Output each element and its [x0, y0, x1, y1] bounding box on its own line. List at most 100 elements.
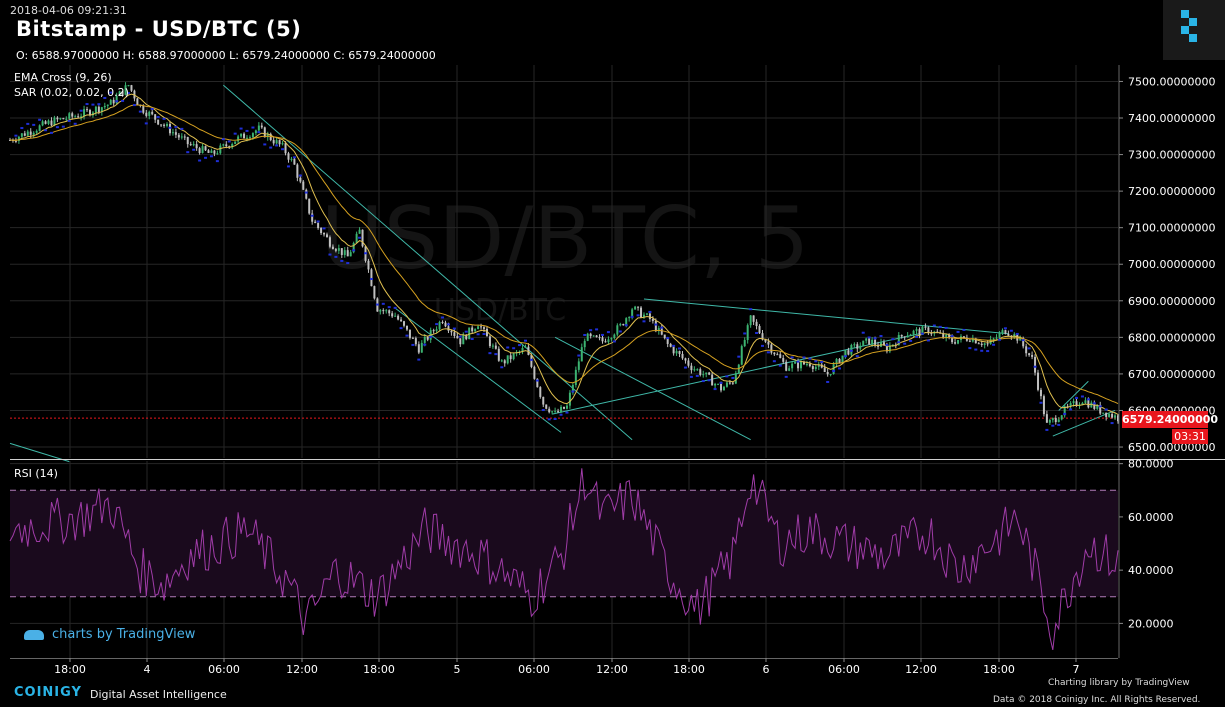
candle-body — [166, 124, 169, 126]
candle-body — [174, 132, 177, 135]
current-price-tag: 6579.24000000 — [1122, 411, 1219, 428]
candle-body — [1051, 418, 1054, 420]
sar-dot — [328, 253, 332, 256]
indicator-ema-cross[interactable]: EMA Cross (9, 26) — [14, 71, 112, 84]
candle-body — [414, 338, 417, 345]
rsi-tick-label: 80.0000 — [1128, 458, 1174, 471]
candle-body — [483, 327, 486, 329]
candle-body — [583, 340, 586, 348]
sar-dot — [749, 308, 753, 311]
candle-body — [314, 221, 317, 224]
candle-body — [945, 334, 948, 338]
candle-body — [340, 248, 343, 255]
candle-body — [521, 347, 524, 352]
candle-body — [696, 369, 699, 371]
candle-body — [302, 181, 305, 190]
sar-dot — [891, 338, 895, 341]
candle-body — [358, 229, 361, 234]
candle-body — [488, 336, 491, 347]
candle-body — [148, 111, 151, 116]
charting-library-credit[interactable]: Charting library by TradingView — [1048, 678, 1190, 688]
candle-body — [127, 85, 130, 87]
candle-body — [225, 144, 228, 147]
trend-line — [222, 84, 633, 441]
candle-body — [971, 338, 974, 342]
candle-body — [604, 341, 607, 343]
candle-body — [477, 326, 480, 330]
candle-body — [50, 120, 53, 126]
sar-dot — [464, 330, 468, 333]
sar-dot — [565, 411, 569, 414]
candle-body — [106, 104, 109, 106]
candle-body — [151, 111, 154, 115]
sar-dot — [298, 174, 302, 177]
candle-body — [977, 343, 980, 345]
sar-dot — [32, 123, 36, 126]
candle-body — [906, 335, 909, 338]
candle-body — [213, 150, 216, 154]
candle-body — [1066, 406, 1069, 408]
candle-body — [453, 332, 456, 336]
sar-dot — [577, 354, 581, 357]
candle-body — [447, 326, 450, 331]
candle-body — [817, 364, 820, 367]
candle-body — [586, 333, 589, 341]
candle-body — [1037, 372, 1040, 390]
candle-body — [74, 116, 77, 118]
candle-body — [1063, 406, 1066, 416]
candle-body — [782, 358, 785, 362]
axes: 6500.000000006600.000000006700.000000006… — [10, 65, 1225, 676]
candle-body — [749, 315, 752, 326]
candle-body — [794, 361, 797, 364]
candle-body — [607, 339, 610, 343]
x-tick-label: 5 — [454, 663, 461, 676]
indicator-sar[interactable]: SAR (0.02, 0.02, 0.2) — [14, 86, 129, 99]
candle-body — [65, 118, 68, 120]
candle-body — [942, 333, 945, 338]
candle-body — [426, 336, 429, 340]
sar-dot — [26, 122, 30, 125]
candle-body — [438, 321, 441, 330]
candle-body — [497, 348, 500, 361]
sar-dot — [683, 366, 687, 369]
candle-body — [571, 384, 574, 393]
candle-body — [59, 118, 62, 120]
sar-dot — [1039, 401, 1043, 404]
candle-body — [962, 336, 965, 338]
sar-dot — [920, 332, 924, 335]
sar-dot — [73, 122, 77, 125]
candle-body — [62, 118, 65, 120]
sar-dot — [719, 381, 723, 384]
candle-body — [272, 140, 275, 144]
candle-body — [254, 130, 257, 134]
coinigy-logo-icon[interactable] — [1163, 0, 1225, 60]
sar-dot — [1051, 424, 1055, 427]
candle-body — [1108, 413, 1111, 417]
candle-body — [853, 344, 856, 346]
candle-body — [115, 95, 118, 104]
sar-dot — [672, 344, 676, 347]
candle-body — [109, 99, 112, 105]
sar-dot — [162, 117, 166, 120]
candle-body — [68, 113, 71, 119]
sar-dot — [743, 332, 747, 335]
candle-body — [687, 360, 690, 366]
candle-body — [328, 237, 331, 247]
candle-body — [308, 198, 311, 214]
sar-dot — [956, 330, 960, 333]
rsi-label[interactable]: RSI (14) — [14, 467, 58, 480]
sar-dot — [488, 352, 492, 355]
coinigy-brand[interactable]: COINIGY — [14, 685, 82, 700]
candle-body — [705, 372, 708, 375]
candle-body — [865, 338, 868, 341]
candle-body — [1090, 402, 1093, 408]
sar-dot — [44, 129, 48, 132]
sar-dot — [518, 344, 522, 347]
tradingview-credit[interactable]: charts by TradingView — [24, 627, 195, 642]
y-tick-label: 6800.00000000 — [1128, 331, 1215, 344]
candle-body — [1096, 404, 1099, 409]
candle-body — [180, 136, 183, 138]
sar-dot — [310, 214, 314, 217]
y-tick-label: 6500.00000000 — [1128, 441, 1215, 454]
